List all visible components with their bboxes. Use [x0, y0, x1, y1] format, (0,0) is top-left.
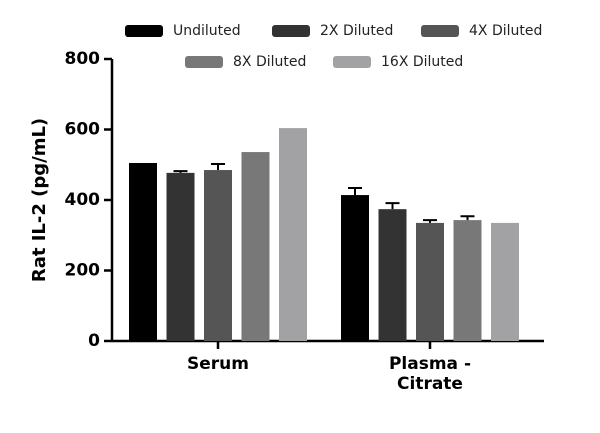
- legend-label: 4X Diluted: [469, 23, 542, 39]
- bar: [129, 162, 157, 341]
- y-tick-label: 0: [88, 331, 100, 351]
- y-tick-label: 600: [65, 120, 101, 140]
- y-tick-label: 400: [65, 190, 101, 210]
- bar: [241, 152, 270, 341]
- legend-swatch: [272, 25, 310, 37]
- x-tick-label: Plasma - Citrate: [388, 354, 472, 394]
- legend-swatch: [421, 25, 459, 37]
- y-tick-label: 800: [65, 49, 101, 69]
- y-axis-label: Rat IL-2 (pg/mL): [29, 118, 50, 282]
- legend-label: 16X Diluted: [381, 54, 463, 70]
- bar: [453, 220, 482, 341]
- bar: [341, 195, 369, 341]
- error-bar: [460, 215, 475, 221]
- bar: [491, 222, 519, 341]
- bar: [204, 170, 232, 341]
- bar: [166, 172, 195, 341]
- x-tick-label: Serum: [187, 354, 249, 374]
- bar: [378, 209, 407, 341]
- error-bar: [211, 163, 225, 171]
- error-bar: [423, 219, 437, 223]
- bar: [279, 128, 307, 341]
- legend-label: Undiluted: [173, 23, 241, 39]
- legend-swatch: [125, 25, 163, 37]
- error-bar: [173, 170, 188, 173]
- error-bar: [348, 187, 362, 196]
- y-tick-label: 200: [65, 261, 101, 281]
- bar: [416, 222, 444, 341]
- legend-swatch: [333, 56, 371, 68]
- legend-swatch: [185, 56, 223, 68]
- error-bar: [385, 202, 400, 210]
- legend-label: 2X Diluted: [320, 23, 393, 39]
- legend-label: 8X Diluted: [233, 54, 306, 70]
